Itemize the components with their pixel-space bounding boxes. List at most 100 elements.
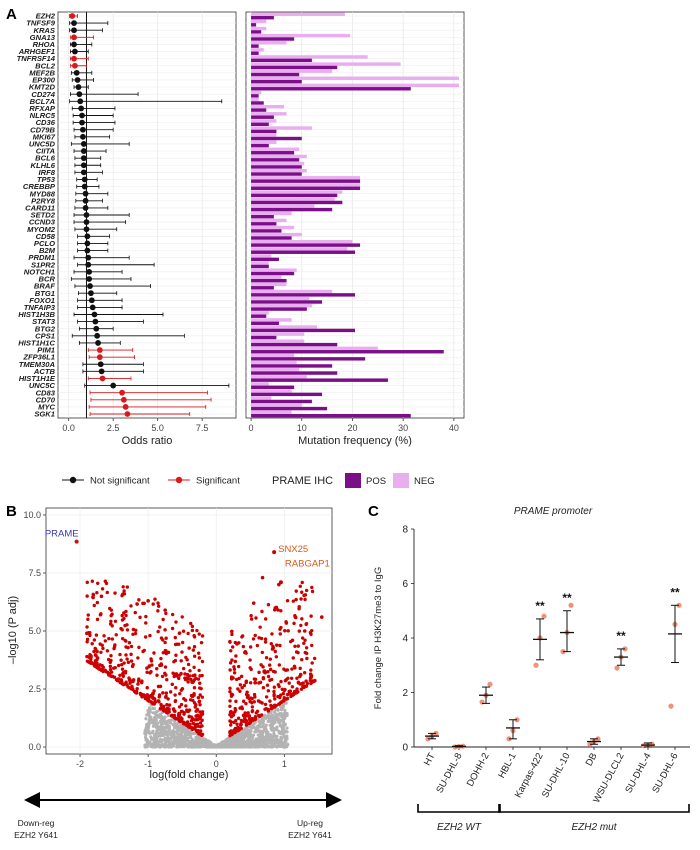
volcano-sig-point — [105, 590, 109, 595]
freq-tick-label: 20 — [347, 423, 357, 433]
volcano-sig-point — [263, 637, 268, 641]
volcano-sig-point — [266, 602, 271, 607]
volcano-sig-point — [133, 631, 138, 636]
volcano-ns-point — [200, 740, 204, 745]
pos-bar — [251, 101, 264, 105]
neg-bar — [251, 197, 335, 201]
neg-bar — [251, 204, 315, 208]
pos-bar — [251, 314, 267, 318]
volcano-sig-point — [163, 648, 168, 653]
volcano-sig-point — [249, 667, 253, 672]
volcano-sig-point — [193, 673, 197, 677]
volcano-sig-point — [119, 678, 124, 682]
volcano-sig-point — [136, 682, 140, 686]
volcano-sig-point — [121, 674, 126, 678]
volcano-sig-point — [171, 707, 176, 712]
volcano-sig-point — [141, 649, 145, 654]
odds-ratio-point — [77, 98, 84, 105]
volcano-sig-point — [199, 640, 204, 645]
volcano-ns-point — [235, 745, 239, 749]
ihc-legend-title: PRAME IHC — [272, 475, 333, 487]
volcano-sig-point — [160, 674, 165, 679]
volcano-y-tick-label: 7.5 — [28, 568, 41, 578]
gene-label: EP300 — [32, 76, 56, 85]
volcano-ns-point — [282, 735, 286, 739]
neg-bar — [251, 211, 292, 215]
volcano-ns-point — [228, 737, 233, 741]
volcano-sig-point — [182, 697, 186, 701]
gene-label: BRAF — [34, 282, 55, 291]
volcano-ns-point — [237, 742, 241, 746]
neg-bar — [251, 389, 292, 393]
pos-bar — [251, 250, 355, 254]
volcano-ns-point — [173, 738, 177, 742]
volcano-sig-point — [198, 693, 202, 697]
volcano-ns-point — [195, 736, 199, 741]
gene-label: PCLO — [34, 239, 55, 248]
volcano-sig-point — [235, 722, 239, 726]
gene-label: GNA13 — [30, 33, 56, 42]
pos-bar — [251, 328, 355, 333]
pos-bar — [251, 307, 307, 311]
odds-ratio-point — [78, 105, 85, 112]
volcano-sig-point — [182, 710, 186, 715]
volcano-sig-point — [296, 690, 300, 694]
volcano-sig-point — [263, 707, 267, 711]
volcano-sig-point — [200, 695, 205, 699]
volcano-sig-point — [229, 692, 234, 696]
volcano-sig-point — [296, 644, 301, 648]
volcano-sig-point — [229, 677, 234, 681]
volcano-ns-point — [272, 718, 276, 723]
volcano-ns-point — [275, 725, 279, 729]
gene-label: CREBBP — [23, 182, 56, 191]
volcano-sig-point — [181, 666, 186, 671]
pos-bar — [251, 300, 323, 304]
volcano-sig-point — [244, 651, 248, 655]
volcano-sig-point — [177, 673, 182, 677]
odds-ratio-point — [83, 226, 90, 233]
volcano-sig-point — [109, 613, 113, 618]
neg-bar — [251, 176, 361, 180]
pos-bar — [251, 58, 312, 63]
neg-bar — [251, 12, 345, 16]
volcano-sig-point — [258, 625, 262, 629]
volcano-sig-point — [240, 634, 245, 638]
volcano-sig-point — [290, 693, 295, 697]
neg-bar — [251, 375, 307, 379]
volcano-sig-point — [270, 647, 275, 651]
volcano-sig-point — [304, 679, 308, 683]
neg-bar — [251, 311, 269, 315]
volcano-sig-point — [189, 677, 193, 682]
gene-label: PIM1 — [37, 346, 55, 355]
legend-pos-label: POS — [366, 476, 386, 487]
volcano-sig-point — [163, 709, 167, 713]
volcano-sig-point — [90, 642, 94, 646]
volcano-sig-point — [187, 646, 191, 650]
volcano-ns-point — [186, 736, 190, 740]
volcano-ns-point — [145, 730, 149, 734]
volcano-sig-point — [95, 661, 99, 665]
panel-c-letter: C — [368, 503, 379, 520]
volcano-sig-point — [308, 676, 313, 680]
pos-bar — [251, 186, 361, 190]
volcano-sig-point — [96, 581, 100, 586]
volcano-sig-point — [268, 678, 272, 682]
volcano-sig-point — [270, 632, 274, 636]
volcano-ns-point — [151, 711, 155, 715]
volcano-sig-point — [247, 714, 252, 718]
volcano-sig-point — [234, 654, 238, 658]
pos-bar — [251, 278, 287, 283]
volcano-ns-point — [161, 738, 165, 742]
pos-bar — [251, 357, 366, 361]
volcano-ns-point — [211, 744, 215, 748]
volcano-ns-point — [168, 744, 172, 749]
volcano-sig-point — [279, 679, 283, 684]
volcano-sig-point — [187, 725, 192, 729]
volcano-sig-point — [147, 664, 151, 669]
volcano-sig-point — [174, 620, 178, 624]
volcano-sig-point — [159, 656, 163, 661]
volcano-sig-point — [190, 680, 194, 684]
odds-ratio-axis-title: Odds ratio — [122, 435, 173, 447]
neg-bar — [251, 218, 287, 223]
volcano-sig-point — [130, 664, 135, 669]
